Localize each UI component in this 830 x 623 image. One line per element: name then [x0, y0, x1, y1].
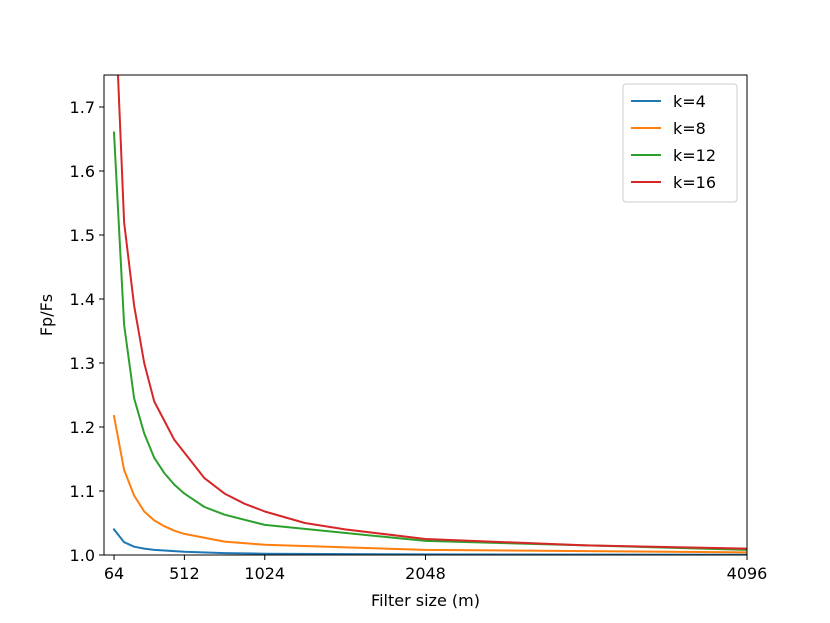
y-tick-label: 1.4 — [70, 290, 95, 309]
series-line-k-8 — [112, 414, 747, 554]
legend: k=4 k=8 k=12 k=16 — [622, 83, 738, 203]
y-tick-label: 1.6 — [70, 162, 95, 181]
series-line-k-12 — [112, 131, 747, 551]
series-line-k-16 — [116, 75, 747, 550]
legend-label: k=8 — [673, 119, 706, 138]
y-tick-label: 1.7 — [70, 98, 95, 117]
legend-label: k=16 — [673, 173, 716, 192]
series-line-k-4 — [112, 527, 747, 555]
x-axis-label: Filter size (m) — [371, 591, 480, 610]
y-axis-ticks: 1.0 1.1 1.2 1.3 1.4 1.5 1.6 1.7 — [70, 98, 104, 565]
x-tick-label: 512 — [169, 564, 200, 583]
legend-label: k=12 — [673, 146, 716, 165]
y-tick-label: 1.2 — [70, 418, 95, 437]
legend-label: k=4 — [673, 92, 706, 111]
y-axis-label: Fp/Fs — [37, 294, 56, 336]
legend-box — [622, 83, 738, 203]
y-tick-label: 1.3 — [70, 354, 95, 373]
y-tick-label: 1.5 — [70, 226, 95, 245]
x-tick-label: 1024 — [244, 564, 285, 583]
y-tick-label: 1.1 — [70, 482, 95, 501]
x-tick-label: 2048 — [405, 564, 446, 583]
x-tick-label: 64 — [104, 564, 124, 583]
series-layer — [112, 75, 747, 555]
x-tick-label: 4096 — [727, 564, 768, 583]
y-tick-label: 1.0 — [70, 546, 95, 565]
x-axis-ticks: 64 512 1024 2048 4096 — [104, 555, 767, 583]
